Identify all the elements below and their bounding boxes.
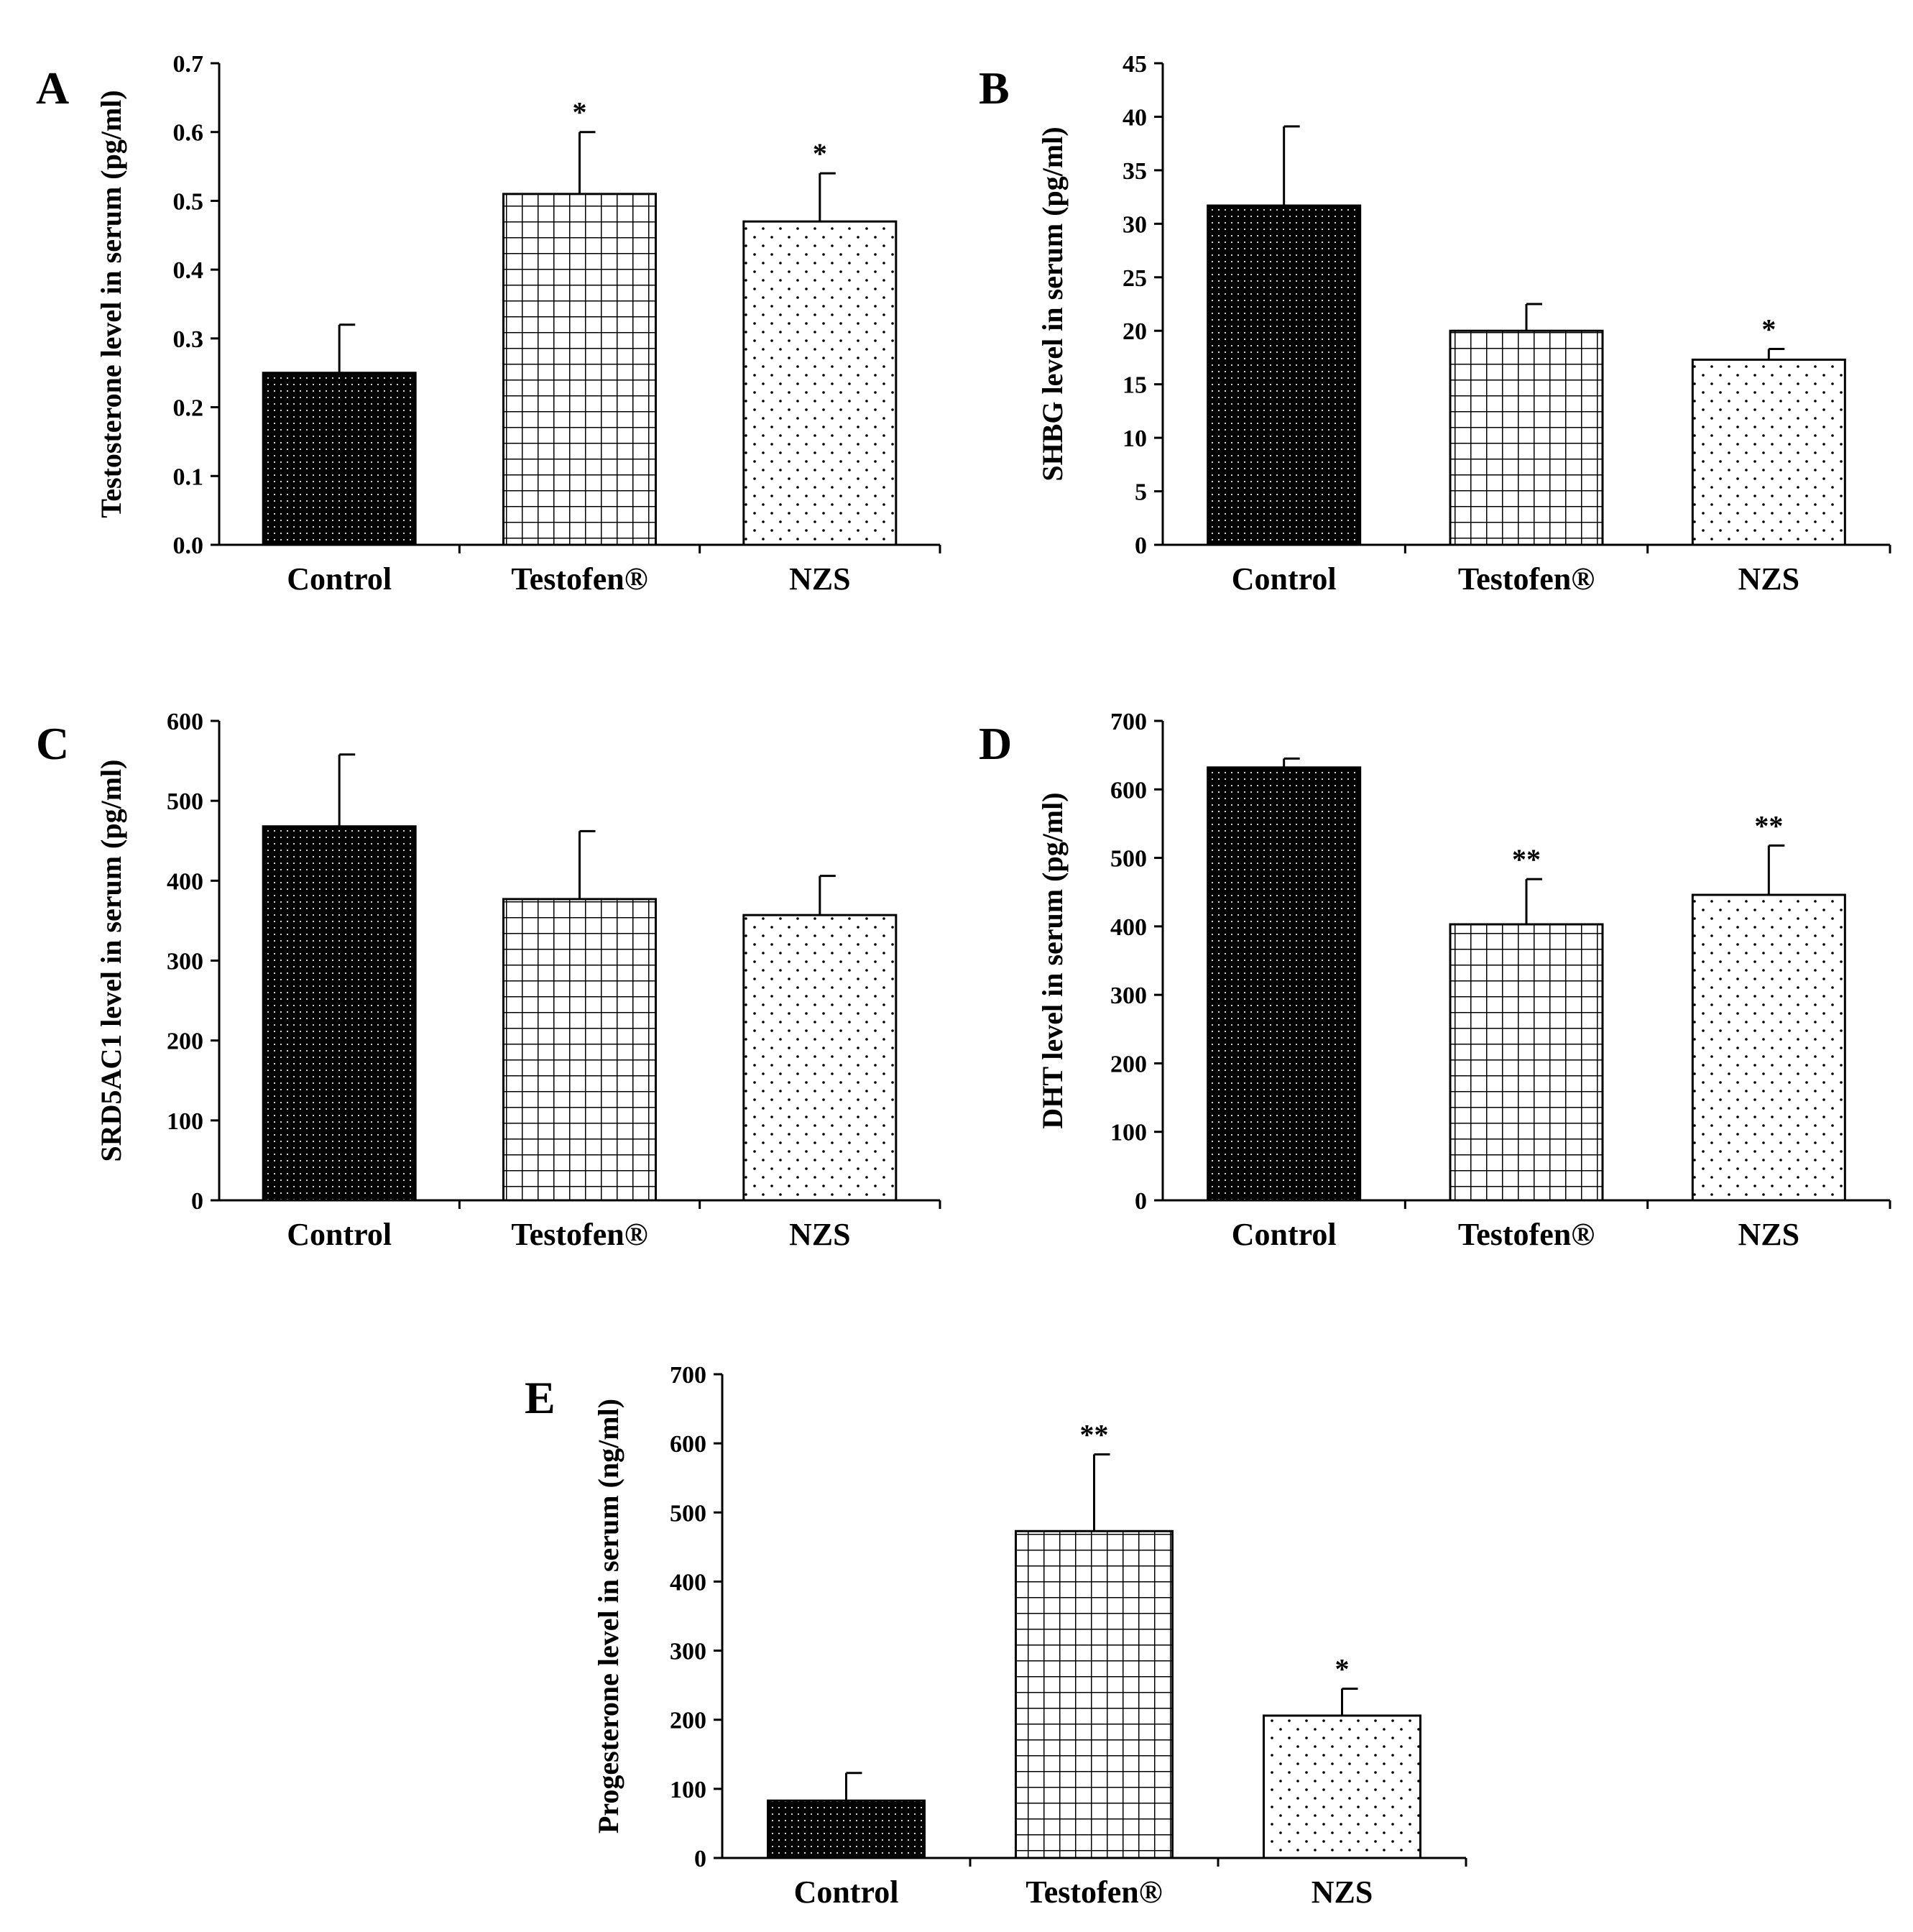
y-tick-label: 15 xyxy=(1123,372,1147,399)
y-tick-label: 600 xyxy=(670,1431,706,1458)
y-tick-label: 0 xyxy=(694,1846,706,1872)
bar-nzs xyxy=(742,914,898,1202)
x-tick-label: Control xyxy=(1232,561,1337,597)
x-tick-label: Testofen® xyxy=(511,561,647,597)
bar-control xyxy=(767,1799,926,1859)
y-tick-label: 100 xyxy=(1110,1120,1147,1146)
bar-testofen xyxy=(502,898,657,1202)
y-tick-label: 700 xyxy=(670,1362,706,1389)
y-tick-label: 45 xyxy=(1123,51,1147,78)
bar-nzs xyxy=(1691,893,1846,1202)
significance-marker: ** xyxy=(1080,1419,1109,1451)
panel-letter: D xyxy=(979,718,1012,769)
bar-control xyxy=(262,825,417,1202)
bar-testofen xyxy=(1449,923,1604,1202)
y-tick-label: 400 xyxy=(167,868,203,895)
y-tick-label: 100 xyxy=(167,1108,203,1135)
x-tick-label: Control xyxy=(287,561,392,597)
x-tick-label: Control xyxy=(794,1874,899,1910)
y-tick-label: 40 xyxy=(1123,104,1147,131)
significance-marker: ** xyxy=(1754,809,1783,842)
y-tick-label: 200 xyxy=(1110,1051,1147,1077)
y-tick-label: 0 xyxy=(1135,533,1147,559)
panel-letter: C xyxy=(36,718,69,769)
y-tick-label: 0.1 xyxy=(173,464,204,490)
y-tick-label: 500 xyxy=(670,1500,706,1527)
x-tick-label: Testofen® xyxy=(511,1217,647,1252)
x-tick-label: NZS xyxy=(789,1217,851,1252)
significance-marker: * xyxy=(813,137,827,170)
significance-marker: * xyxy=(1761,313,1776,346)
y-tick-label: 35 xyxy=(1123,158,1147,185)
chart-panel-d: D DHT level in serum (pg/ml) Control ** Test… xyxy=(979,709,1891,1252)
y-tick-label: 300 xyxy=(670,1639,706,1665)
y-tick-label: 0 xyxy=(1135,1188,1147,1215)
x-tick-label: NZS xyxy=(789,561,851,597)
chart-panel-e: E Progesterone level in serum (ng/ml) Cont… xyxy=(525,1362,1467,1910)
y-tick-label: 300 xyxy=(1110,983,1147,1009)
significance-marker: ** xyxy=(1512,843,1541,875)
y-axis-label: DHT level in serum (pg/ml) xyxy=(1036,792,1069,1128)
x-tick-label: NZS xyxy=(1738,1217,1800,1252)
chart-panel-c: C SRD5AC1 level in serum (pg/ml) Control Te… xyxy=(36,709,941,1252)
bar-nzs xyxy=(742,220,898,546)
y-tick-label: 25 xyxy=(1123,265,1147,292)
x-tick-label: Testofen® xyxy=(1458,561,1595,597)
chart-panel-a: A Testosterone level in serum (pg/ml) Cont… xyxy=(36,51,941,597)
panel-letter: E xyxy=(525,1372,556,1423)
bar-control xyxy=(1207,204,1362,546)
y-tick-label: 20 xyxy=(1123,318,1147,345)
y-tick-label: 400 xyxy=(1110,914,1147,941)
bar-control xyxy=(1207,766,1362,1202)
y-tick-label: 0.4 xyxy=(173,257,204,284)
panel-letter: B xyxy=(979,63,1010,114)
x-tick-label: NZS xyxy=(1738,561,1800,597)
bar-testofen xyxy=(1449,329,1604,546)
y-tick-label: 30 xyxy=(1123,211,1147,238)
y-tick-label: 200 xyxy=(167,1029,203,1055)
bar-nzs xyxy=(1263,1714,1421,1859)
bar-control xyxy=(262,372,417,546)
bar-nzs xyxy=(1691,358,1846,546)
panel-letter: A xyxy=(36,63,69,114)
y-axis-label: Progesterone level in serum (ng/ml) xyxy=(592,1399,624,1834)
significance-marker: * xyxy=(1335,1652,1350,1685)
y-tick-label: 500 xyxy=(1110,846,1147,873)
y-tick-label: 0.5 xyxy=(173,188,204,215)
y-tick-label: 600 xyxy=(1110,777,1147,804)
bar-testofen xyxy=(1015,1530,1174,1859)
y-tick-label: 0.2 xyxy=(173,395,204,422)
significance-marker: * xyxy=(573,96,587,129)
y-tick-label: 600 xyxy=(167,709,203,735)
y-axis-label: SRD5AC1 level in serum (pg/ml) xyxy=(95,760,127,1162)
y-tick-label: 0.3 xyxy=(173,326,204,353)
y-tick-label: 0.6 xyxy=(173,120,204,147)
y-tick-label: 300 xyxy=(167,949,203,975)
y-tick-label: 0.0 xyxy=(173,533,204,559)
x-tick-label: Control xyxy=(287,1217,392,1252)
y-tick-label: 0 xyxy=(191,1188,203,1215)
y-tick-label: 5 xyxy=(1135,479,1147,506)
y-tick-label: 100 xyxy=(670,1777,706,1803)
x-tick-label: NZS xyxy=(1312,1874,1373,1910)
y-tick-label: 500 xyxy=(167,788,203,815)
y-tick-label: 10 xyxy=(1123,426,1147,452)
y-tick-label: 0.7 xyxy=(173,51,204,78)
bar-testofen xyxy=(502,193,657,546)
y-tick-label: 700 xyxy=(1110,709,1147,735)
y-axis-label: SHBG level in serum (pg/ml) xyxy=(1036,126,1069,481)
y-axis-label: Testosterone level in serum (pg/ml) xyxy=(95,90,127,518)
y-tick-label: 400 xyxy=(670,1569,706,1596)
x-tick-label: Control xyxy=(1232,1217,1337,1252)
chart-panel-b: B SHBG level in serum (pg/ml) Control Testo… xyxy=(979,51,1891,597)
x-tick-label: Testofen® xyxy=(1025,1874,1162,1910)
y-tick-label: 200 xyxy=(670,1708,706,1734)
x-tick-label: Testofen® xyxy=(1458,1217,1595,1252)
